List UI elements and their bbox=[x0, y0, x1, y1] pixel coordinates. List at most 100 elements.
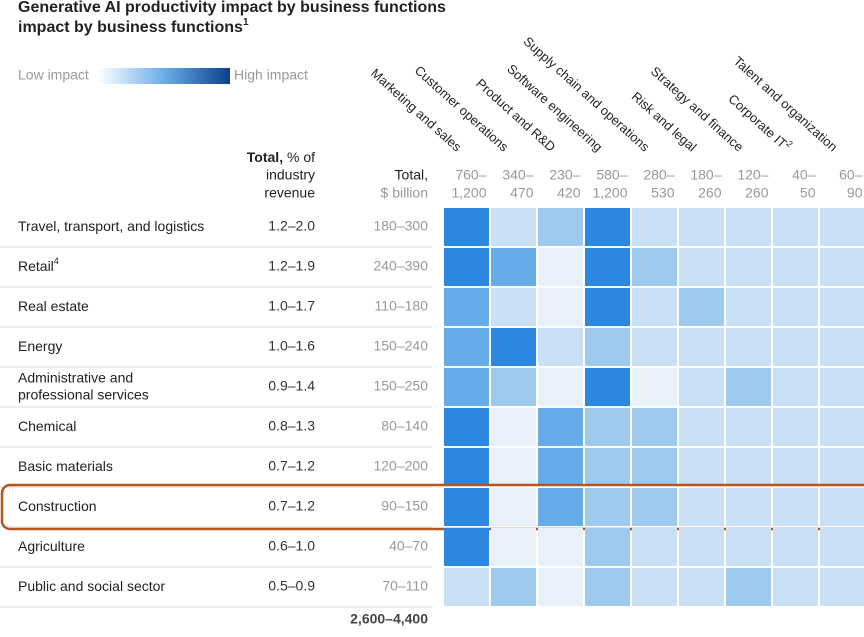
heat-cell bbox=[820, 408, 864, 446]
heat-cell bbox=[538, 368, 583, 406]
row-name: Chemical bbox=[18, 418, 76, 434]
heat-cell bbox=[585, 288, 630, 326]
row-pct: 1.2–2.0 bbox=[268, 218, 315, 234]
heat-cell bbox=[773, 328, 818, 366]
row-note: 4 bbox=[54, 256, 59, 266]
heat-cell bbox=[773, 528, 818, 566]
heat-cell bbox=[820, 448, 864, 486]
title-2: impact by business functions1 bbox=[18, 17, 249, 37]
row-name: Construction bbox=[18, 498, 97, 514]
heat-cell bbox=[538, 248, 583, 286]
row-bil: 90–150 bbox=[381, 498, 428, 514]
heat-cell bbox=[679, 448, 724, 486]
row-pct: 0.5–0.9 bbox=[268, 578, 315, 594]
row-pct: 0.8–1.3 bbox=[268, 418, 315, 434]
heat-cell bbox=[491, 528, 536, 566]
heat-cell bbox=[444, 248, 489, 286]
heat-cell bbox=[538, 448, 583, 486]
row-name-text: Construction bbox=[18, 498, 97, 514]
heat-cell bbox=[726, 288, 771, 326]
row-name-text: Chemical bbox=[18, 418, 76, 434]
column-range: 580– bbox=[596, 167, 627, 183]
column-range: 180– bbox=[690, 167, 721, 183]
row-bil: 80–140 bbox=[381, 418, 428, 434]
column-range: 1,200 bbox=[592, 185, 627, 201]
bil-header: Total, bbox=[395, 167, 428, 183]
heat-cell bbox=[491, 288, 536, 326]
heat-cell bbox=[585, 448, 630, 486]
row-bil: 120–200 bbox=[373, 458, 428, 474]
heat-cell bbox=[632, 328, 677, 366]
legend-high: High impact bbox=[234, 67, 308, 83]
heat-cell bbox=[444, 568, 489, 606]
heat-cell bbox=[585, 528, 630, 566]
heat-cell bbox=[491, 448, 536, 486]
heat-cell bbox=[632, 568, 677, 606]
heat-cell bbox=[679, 408, 724, 446]
heat-cell bbox=[585, 208, 630, 246]
legend-low: Low impact bbox=[18, 67, 89, 83]
column-note: 2 bbox=[784, 139, 794, 150]
heat-cell bbox=[585, 488, 630, 526]
heat-cell bbox=[726, 488, 771, 526]
heat-cell bbox=[773, 368, 818, 406]
row-bil: 180–300 bbox=[373, 218, 428, 234]
row-bil: 40–70 bbox=[389, 538, 428, 554]
heat-cell bbox=[773, 208, 818, 246]
heat-cell bbox=[726, 328, 771, 366]
heat-cell bbox=[538, 408, 583, 446]
heat-cell bbox=[538, 488, 583, 526]
heat-cell bbox=[773, 448, 818, 486]
heat-cell bbox=[679, 208, 724, 246]
heat-cell bbox=[444, 288, 489, 326]
row-name-text: Agriculture bbox=[18, 538, 85, 554]
column-label: Marketing and sales bbox=[368, 66, 465, 155]
heat-cell bbox=[773, 408, 818, 446]
row-name: Public and social sector bbox=[18, 578, 165, 594]
row-bil: 70–110 bbox=[382, 578, 428, 594]
heat-cell bbox=[820, 488, 864, 526]
row-name-text: Retail bbox=[18, 258, 54, 274]
heat-cell bbox=[632, 208, 677, 246]
heat-cell bbox=[444, 328, 489, 366]
column-name: Product and R&D bbox=[473, 76, 558, 155]
heat-cell bbox=[726, 568, 771, 606]
heat-cell bbox=[820, 248, 864, 286]
heat-cell bbox=[820, 208, 864, 246]
heat-cell bbox=[538, 208, 583, 246]
column-range: 40– bbox=[792, 167, 816, 183]
column-range: 1,200 bbox=[451, 185, 486, 201]
heat-cell bbox=[444, 408, 489, 446]
column-range: 470 bbox=[510, 185, 534, 201]
heat-cell bbox=[444, 448, 489, 486]
heat-cell bbox=[444, 488, 489, 526]
column-range: 90 bbox=[847, 185, 863, 201]
row-name-text: Basic materials bbox=[18, 458, 113, 474]
heat-cell bbox=[820, 528, 864, 566]
row-name: Basic materials bbox=[18, 458, 113, 474]
column-range: 760– bbox=[455, 167, 486, 183]
heat-cell bbox=[726, 248, 771, 286]
row-name: Real estate bbox=[18, 298, 89, 314]
heat-cell bbox=[585, 248, 630, 286]
column-range: 280– bbox=[643, 167, 674, 183]
column-range: 50 bbox=[800, 185, 816, 201]
heat-cell bbox=[632, 448, 677, 486]
heat-cell bbox=[632, 488, 677, 526]
pct-header-3: revenue bbox=[264, 185, 315, 201]
heat-cell bbox=[632, 528, 677, 566]
title: Generative AI productivity impact by bus… bbox=[18, 0, 446, 16]
heat-cell bbox=[491, 368, 536, 406]
row-name: Agriculture bbox=[18, 538, 85, 554]
row-bil: 150–250 bbox=[373, 378, 428, 394]
column-range: 340– bbox=[502, 167, 533, 183]
row-bil: 150–240 bbox=[373, 338, 428, 354]
heat-cell bbox=[491, 248, 536, 286]
heat-cell bbox=[585, 408, 630, 446]
heat-cell bbox=[820, 568, 864, 606]
column-range: 260 bbox=[698, 185, 722, 201]
heat-cell bbox=[491, 488, 536, 526]
heat-cell bbox=[773, 568, 818, 606]
heat-cell bbox=[773, 248, 818, 286]
